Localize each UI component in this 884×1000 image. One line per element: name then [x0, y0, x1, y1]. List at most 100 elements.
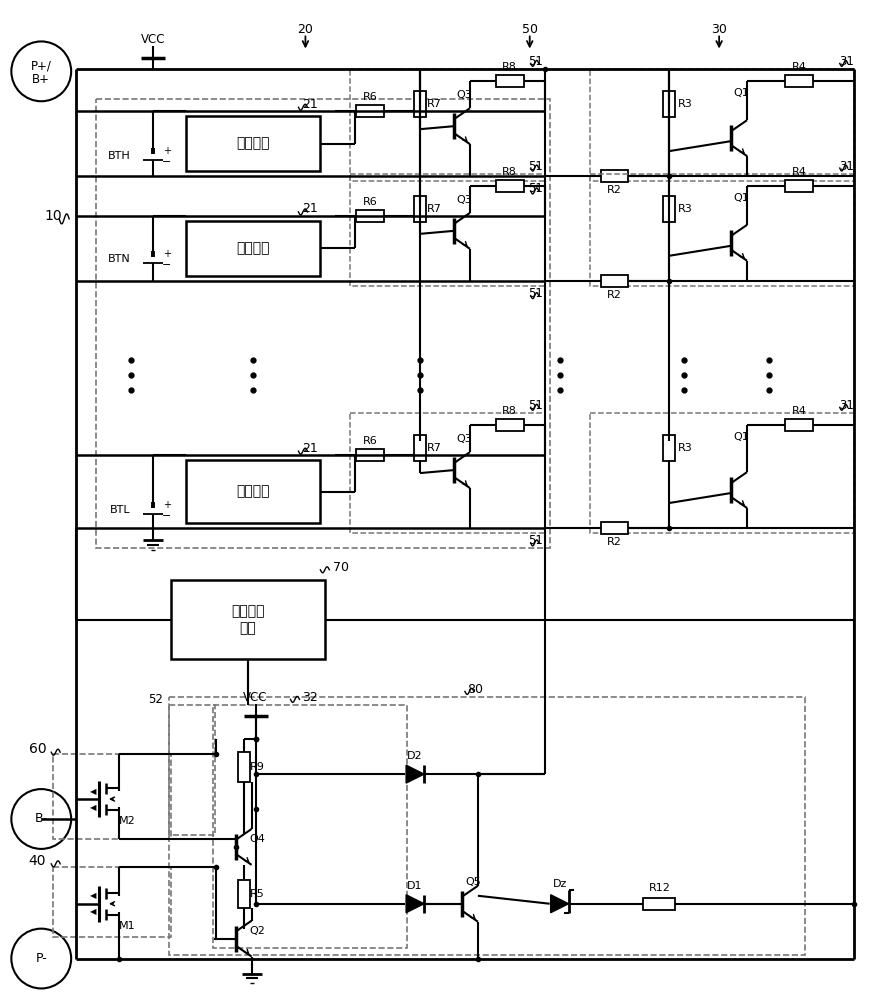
Text: +: + [163, 249, 171, 259]
Text: BTN: BTN [108, 254, 131, 264]
Text: P+/: P+/ [31, 60, 51, 73]
Text: R5: R5 [250, 889, 265, 899]
Text: B-: B- [34, 812, 48, 825]
Text: R3: R3 [678, 99, 692, 109]
Bar [350, 174, 545, 286]
Bar [496, 419, 523, 431]
Bar [590, 413, 854, 533]
Text: BTH: BTH [108, 151, 131, 161]
Text: 20: 20 [298, 23, 313, 36]
Bar [53, 754, 171, 839]
Text: R8: R8 [502, 62, 517, 72]
Text: R4: R4 [791, 62, 806, 72]
Text: +: + [163, 500, 171, 510]
Bar [414, 196, 426, 222]
Text: −: − [162, 511, 171, 521]
Text: R6: R6 [362, 197, 377, 207]
Text: VCC: VCC [141, 33, 165, 46]
Text: 过流检测
模块: 过流检测 模块 [232, 605, 265, 635]
Text: −: − [162, 260, 171, 270]
Text: Q1: Q1 [733, 193, 749, 203]
Text: R2: R2 [607, 185, 621, 195]
Text: R7: R7 [427, 443, 441, 453]
Bar [785, 180, 812, 192]
Text: R6: R6 [362, 436, 377, 446]
Bar [785, 419, 812, 431]
Bar [53, 867, 171, 937]
Bar [663, 196, 675, 222]
Bar [785, 75, 812, 87]
Text: R7: R7 [427, 99, 441, 109]
Text: +: + [163, 146, 171, 156]
Bar [496, 180, 523, 192]
Text: B+: B+ [32, 73, 50, 86]
Bar [238, 880, 249, 908]
Text: Dz: Dz [552, 879, 567, 889]
Text: Q4: Q4 [249, 834, 265, 844]
Text: D1: D1 [408, 881, 423, 891]
Text: Q2: Q2 [249, 926, 265, 936]
Text: 检测单元: 检测单元 [236, 241, 270, 255]
Text: Q3: Q3 [456, 195, 472, 205]
Text: 52: 52 [148, 693, 163, 706]
Text: 50: 50 [522, 23, 537, 36]
Text: 70: 70 [333, 561, 349, 574]
Bar [600, 522, 629, 534]
Text: R4: R4 [791, 167, 806, 177]
Text: Q1: Q1 [733, 88, 749, 98]
Text: P-: P- [35, 952, 47, 965]
Text: ◀: ◀ [90, 787, 96, 796]
Text: 30: 30 [712, 23, 727, 36]
Bar [414, 91, 426, 117]
Text: R12: R12 [648, 883, 670, 893]
Text: ◀: ◀ [90, 891, 96, 900]
Bar [238, 752, 249, 782]
Text: R9: R9 [250, 762, 265, 772]
Text: 40: 40 [29, 854, 46, 868]
Text: 51: 51 [528, 287, 543, 300]
Text: Q3: Q3 [456, 90, 472, 100]
Text: BTL: BTL [110, 505, 131, 515]
Text: 51: 51 [528, 160, 543, 173]
Text: −: − [162, 157, 171, 167]
Text: Q3: Q3 [456, 434, 472, 444]
Bar [590, 174, 854, 286]
Text: 检测单元: 检测单元 [236, 137, 270, 151]
Text: 60: 60 [28, 742, 46, 756]
Text: Q1: Q1 [733, 432, 749, 442]
Text: 21: 21 [302, 98, 318, 111]
Text: R8: R8 [502, 406, 517, 416]
Text: 10: 10 [44, 209, 62, 223]
Bar [663, 435, 675, 461]
Text: R7: R7 [427, 204, 441, 214]
Bar [356, 449, 385, 461]
Bar [600, 170, 629, 182]
Bar [644, 898, 675, 910]
Text: R6: R6 [362, 92, 377, 102]
Polygon shape [406, 895, 424, 913]
Text: R4: R4 [791, 406, 806, 416]
Bar [169, 705, 215, 835]
Text: 51: 51 [528, 399, 543, 412]
Text: M2: M2 [118, 816, 135, 826]
Bar [350, 69, 545, 181]
Text: R2: R2 [607, 290, 621, 300]
Bar [590, 69, 854, 181]
Text: R3: R3 [678, 204, 692, 214]
Text: 51: 51 [528, 55, 543, 68]
Text: R2: R2 [607, 537, 621, 547]
Text: 21: 21 [302, 442, 318, 455]
Text: 检测单元: 检测单元 [236, 485, 270, 499]
Bar [350, 413, 545, 533]
Text: 31: 31 [839, 160, 854, 173]
Text: 80: 80 [467, 683, 483, 696]
Bar [356, 105, 385, 117]
Bar [186, 221, 320, 276]
Text: 31: 31 [839, 55, 854, 68]
Bar [169, 697, 804, 955]
Text: R3: R3 [678, 443, 692, 453]
Bar [496, 75, 523, 87]
Text: Q5: Q5 [465, 877, 481, 887]
Text: 51: 51 [528, 182, 543, 195]
Text: VCC: VCC [243, 691, 268, 704]
